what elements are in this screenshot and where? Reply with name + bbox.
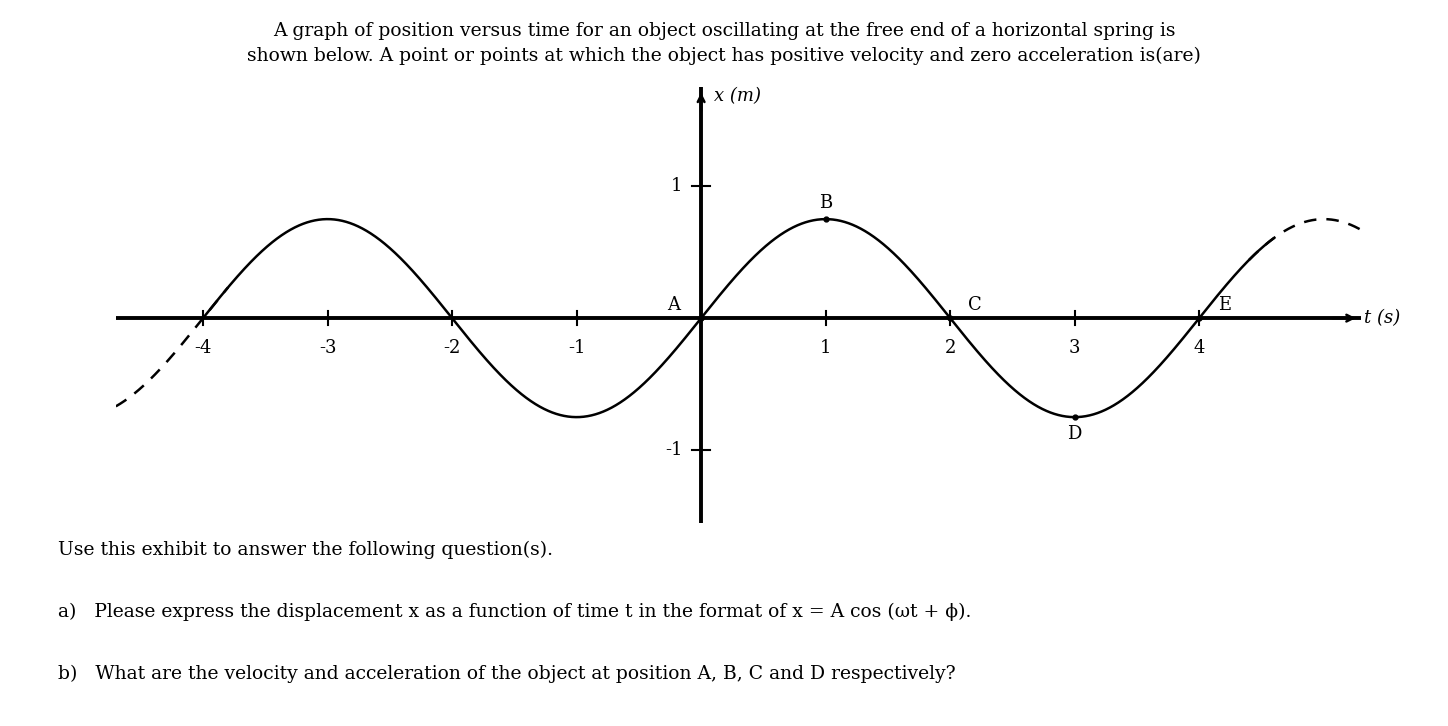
Text: E: E: [1218, 296, 1231, 314]
Text: Use this exhibit to answer the following question(s).: Use this exhibit to answer the following…: [58, 541, 553, 559]
Text: -4: -4: [194, 339, 211, 357]
Text: shown below. A point or points at which the object has positive velocity and zer: shown below. A point or points at which …: [248, 47, 1200, 65]
Text: -3: -3: [319, 339, 336, 357]
Text: -2: -2: [443, 339, 460, 357]
Text: -1: -1: [568, 339, 585, 357]
Text: D: D: [1067, 425, 1082, 444]
Text: b)   What are the velocity and acceleration of the object at position A, B, C an: b) What are the velocity and acceleratio…: [58, 664, 956, 682]
Text: a)   Please express the displacement x as a function of time t in the format of : a) Please express the displacement x as …: [58, 603, 972, 621]
Text: 1: 1: [820, 339, 831, 357]
Text: 2: 2: [944, 339, 956, 357]
Text: 1: 1: [670, 177, 682, 195]
Text: B: B: [820, 195, 833, 212]
Text: 3: 3: [1069, 339, 1080, 357]
Text: A graph of position versus time for an object oscillating at the free end of a h: A graph of position versus time for an o…: [272, 22, 1176, 40]
Text: -1: -1: [665, 441, 682, 459]
Text: A: A: [668, 296, 681, 314]
Text: C: C: [969, 296, 982, 314]
Text: 4: 4: [1193, 339, 1205, 357]
Text: x (m): x (m): [714, 87, 760, 105]
Text: t (s): t (s): [1364, 309, 1400, 327]
